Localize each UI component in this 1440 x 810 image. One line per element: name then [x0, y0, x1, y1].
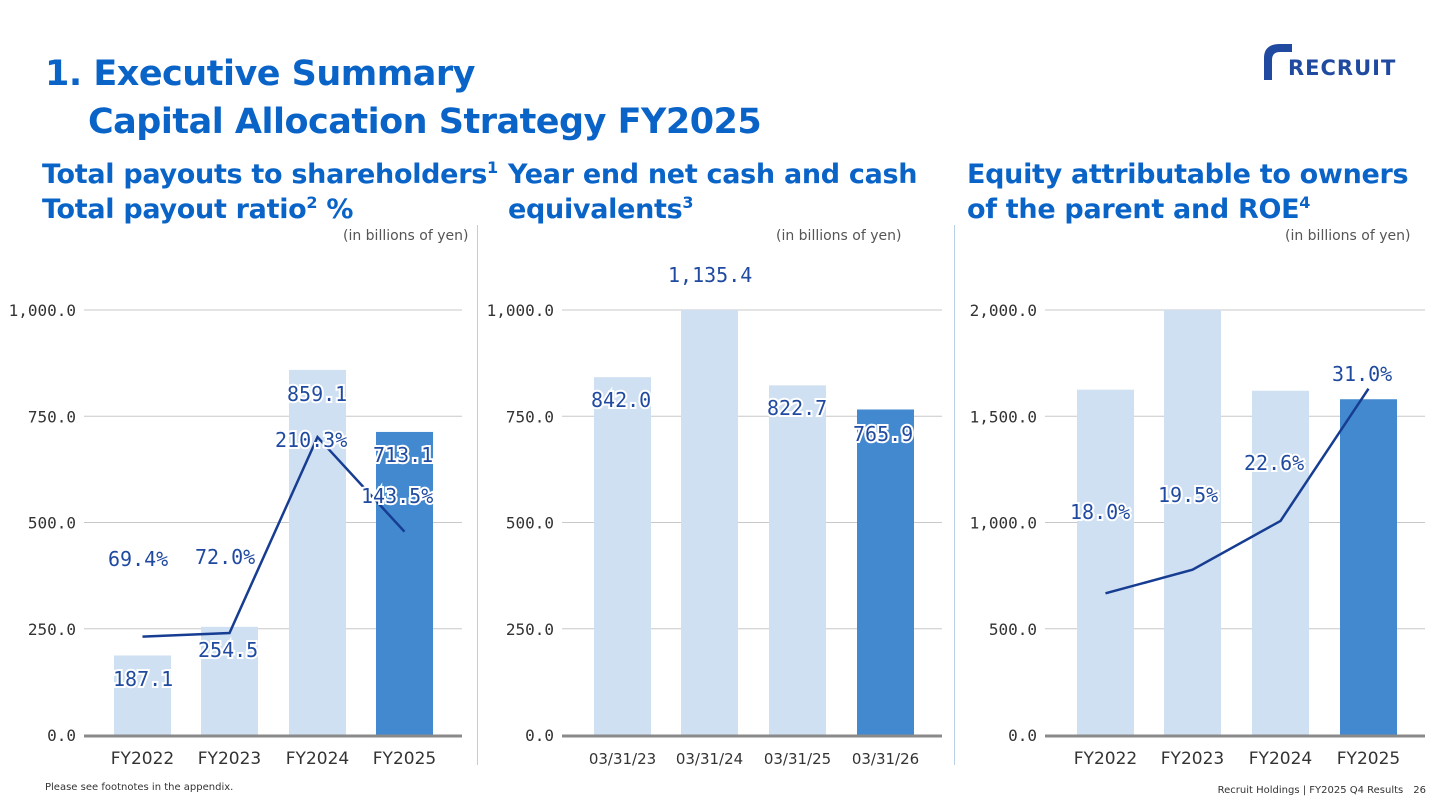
- chart-3-bar: [1340, 399, 1397, 735]
- page-number: 26: [1413, 785, 1426, 796]
- chart-1-bar: [201, 626, 258, 735]
- chart-1-y-tick: 1,000.0: [9, 301, 76, 320]
- recruit-logo-text: RECRUIT: [1288, 56, 1397, 80]
- chart-1-y-tick: 500.0: [28, 514, 76, 533]
- footer-source: Recruit Holdings | FY2025 Q4 Results 26: [1217, 785, 1426, 796]
- chart-3-line-label: 18.0%: [1070, 500, 1130, 524]
- chart-1-y-tick: 250.0: [28, 620, 76, 639]
- chart-2-bar-label: 1,135.4: [668, 263, 752, 287]
- chart-3-y-tick: 1,000.0: [970, 514, 1037, 533]
- chart-1-x-tick: FY2022: [111, 749, 174, 769]
- panel-2-title: Year end net cash and cash equivalents3: [508, 159, 918, 225]
- chart-1-bar-label: 187.1: [113, 667, 173, 691]
- page-title: 1. Executive Summary: [45, 54, 475, 94]
- chart-1-bar: [114, 655, 171, 735]
- chart-3-x-tick: FY2023: [1161, 749, 1224, 769]
- chart-3-bar: [1252, 390, 1309, 735]
- chart-1-bar-label: 859.1: [287, 382, 347, 406]
- chart-2-y-tick: 500.0: [506, 514, 554, 533]
- chart-1-bar: [376, 431, 433, 735]
- chart-3-x-tick: FY2025: [1337, 749, 1400, 769]
- panel-3-unit: (in billions of yen): [1285, 228, 1411, 244]
- chart-3-x-tick: FY2022: [1074, 749, 1137, 769]
- chart-2-bar: [857, 409, 914, 735]
- chart-2-y-tick: 0.0: [525, 726, 554, 745]
- panel-3-title: Equity attributable to owners of the par…: [967, 159, 1409, 225]
- chart-2-bar: [769, 385, 826, 735]
- chart-3-bar: [1077, 389, 1134, 735]
- chart-1-bar-label: 254.5: [198, 638, 258, 662]
- chart-2-bar: [594, 377, 651, 735]
- chart-2-bar-label: 842.0: [591, 388, 651, 412]
- chart-3-y-tick: 500.0: [989, 620, 1037, 639]
- chart-2-y-tick: 1,000.0: [487, 301, 554, 320]
- chart-3-ratio-line: [1105, 388, 1370, 595]
- chart-2-x-tick: 03/31/25: [764, 750, 831, 768]
- chart-1-x-tick: FY2023: [198, 749, 261, 769]
- chart-2-bar: [681, 310, 738, 735]
- chart-2-bar-label: 765.9: [853, 422, 913, 446]
- chart-3-line-label: 22.6%: [1244, 451, 1304, 475]
- chart-3-bar: [1164, 310, 1221, 735]
- panel-divider-1: [477, 225, 478, 765]
- chart-2-x-tick: 03/31/23: [589, 750, 656, 768]
- panel-divider-2: [954, 225, 955, 765]
- chart-2-y-tick: 250.0: [506, 620, 554, 639]
- chart-1-line-label: 72.0%: [195, 545, 255, 569]
- chart-3-y-tick: 1,500.0: [970, 407, 1037, 426]
- chart-2-y-tick: 750.0: [506, 407, 554, 426]
- chart-1-ratio-line: [142, 434, 406, 638]
- chart-1-bar-label: 713.1: [373, 443, 433, 467]
- chart-1-line-label: 143.5%: [361, 484, 433, 508]
- panel-1-title: Total payouts to shareholders1 Total pay…: [42, 158, 498, 225]
- chart-3-line-label: 19.5%: [1158, 483, 1218, 507]
- chart-2-bar-label: 822.7: [767, 396, 827, 420]
- chart-3-y-tick: 0.0: [1008, 726, 1037, 745]
- chart-2-x-tick: 03/31/24: [676, 750, 743, 768]
- chart-1-x-tick: FY2024: [286, 749, 349, 769]
- chart-3-line-label: 31.0%: [1332, 362, 1392, 386]
- recruit-logo-icon: [1264, 44, 1292, 80]
- panel-2-unit: (in billions of yen): [776, 228, 902, 244]
- page-subtitle: Capital Allocation Strategy FY2025: [88, 102, 762, 142]
- chart-1-x-tick: FY2025: [373, 749, 436, 769]
- chart-3-y-tick: 2,000.0: [970, 301, 1037, 320]
- recruit-logo: RECRUIT: [1258, 38, 1418, 84]
- chart-3-x-tick: FY2024: [1249, 749, 1312, 769]
- chart-1-y-tick: 0.0: [47, 726, 76, 745]
- chart-1-line-label: 210.3%: [275, 428, 347, 452]
- footnote-note: Please see footnotes in the appendix.: [45, 782, 234, 793]
- chart-2-x-tick: 03/31/26: [852, 750, 919, 768]
- chart-1-bar: [289, 369, 346, 735]
- panel-1-unit: (in billions of yen): [343, 228, 469, 244]
- chart-1-y-tick: 750.0: [28, 407, 76, 426]
- chart-1-line-label: 69.4%: [108, 547, 168, 571]
